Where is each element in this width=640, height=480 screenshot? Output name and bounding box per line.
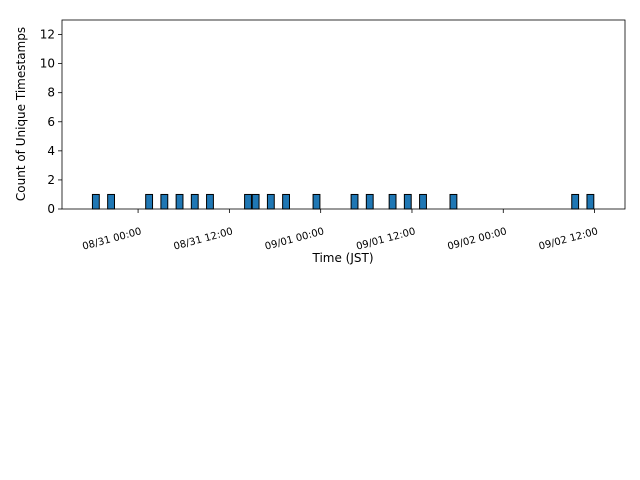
bar <box>388 193 397 210</box>
bar <box>206 193 214 210</box>
bar <box>586 193 595 210</box>
bar <box>282 193 290 210</box>
y-tick-label: 8 <box>47 86 55 100</box>
bar <box>160 193 169 210</box>
bar <box>244 193 252 210</box>
x-axis-label: Time (JST) <box>311 251 373 265</box>
bar <box>145 193 154 210</box>
bar <box>449 193 458 210</box>
bar <box>365 193 374 210</box>
bar <box>251 193 260 210</box>
y-axis-label: Count of Unique Timestamps <box>14 27 28 201</box>
y-tick-label: 4 <box>47 144 55 158</box>
bar <box>91 193 100 210</box>
bar <box>312 193 321 210</box>
bar <box>571 193 580 210</box>
bar <box>266 193 275 210</box>
bar <box>403 193 412 210</box>
bar <box>419 193 427 210</box>
y-tick-label: 12 <box>40 28 55 42</box>
bar <box>350 193 359 210</box>
y-tick-label: 10 <box>40 57 55 71</box>
y-tick-label: 0 <box>47 202 55 216</box>
bar <box>175 193 184 210</box>
y-tick-label: 2 <box>47 173 55 187</box>
bar <box>190 193 199 210</box>
plot-frame <box>61 19 626 210</box>
bar <box>107 193 115 210</box>
y-tick-label: 6 <box>47 115 55 129</box>
